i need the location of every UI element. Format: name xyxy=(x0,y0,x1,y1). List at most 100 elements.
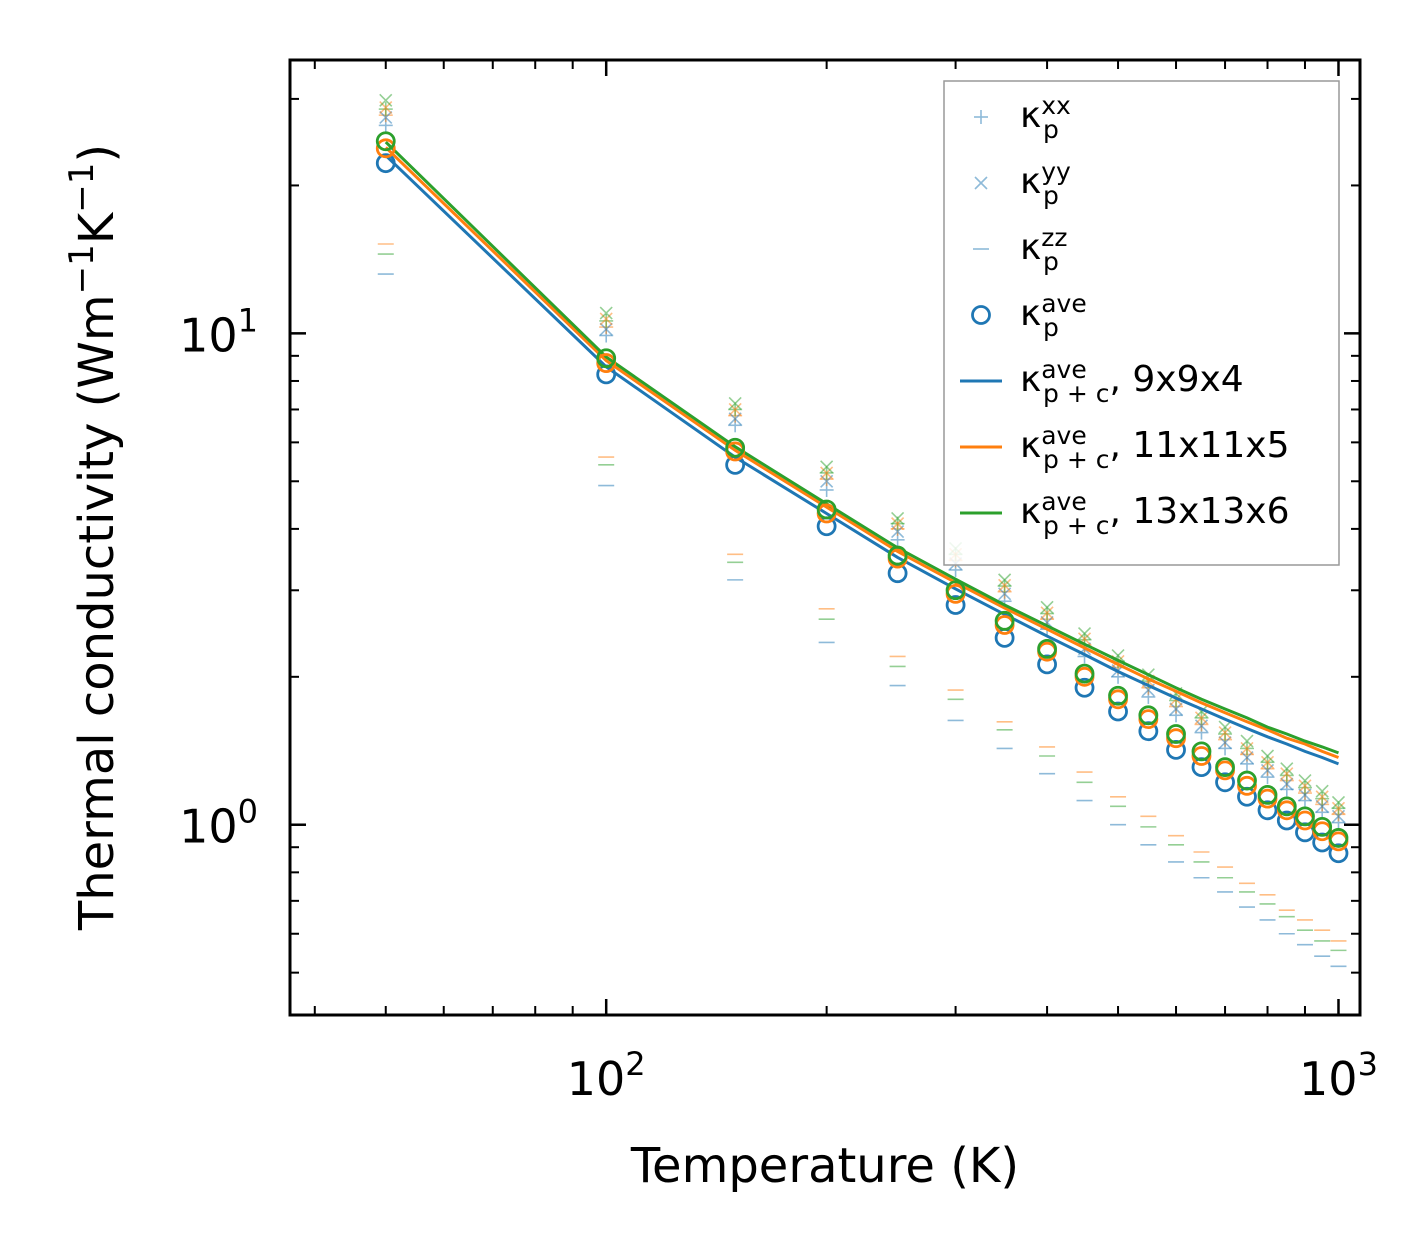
legend: κxx p κyy p κzz p κave p κave p + c, 9x9x4 κa… xyxy=(943,80,1340,566)
data-point xyxy=(1240,734,1254,748)
y-axis-label-sup: −1 xyxy=(62,244,102,294)
legend-sup: zz xyxy=(1041,223,1067,252)
data-point-b xyxy=(891,511,905,526)
data-point xyxy=(1315,784,1329,798)
data-point-b xyxy=(1040,600,1054,614)
data-point xyxy=(1331,801,1346,815)
data-point xyxy=(1138,705,1159,726)
x-tick-exp: 2 xyxy=(625,1045,645,1083)
series-kpc_ave_11x11x5 xyxy=(384,146,1340,759)
data-point xyxy=(725,437,746,458)
y-tick-exp: 1 xyxy=(238,301,258,339)
data-point xyxy=(1194,711,1209,725)
data-point xyxy=(1037,638,1057,659)
data-point xyxy=(891,517,905,531)
series-kpc_ave_9x9x4 xyxy=(384,154,1340,766)
x-tick-labels: 102 103 xyxy=(567,1045,1378,1106)
data-point-b xyxy=(1280,767,1294,781)
legend-sup: ave xyxy=(1041,355,1087,384)
legend-markers xyxy=(960,110,1002,515)
data-point xyxy=(596,348,617,369)
data-point-b xyxy=(1218,726,1232,740)
data-point-b xyxy=(728,412,742,426)
x-tick-base: 10 xyxy=(1299,1052,1358,1106)
data-point-b xyxy=(1298,773,1312,788)
data-point-b xyxy=(1218,735,1232,750)
data-point-b xyxy=(1240,734,1254,748)
y-axis-label-main: Thermal conductivity (Wm xyxy=(69,294,125,931)
data-point xyxy=(1218,720,1232,734)
data-point-b xyxy=(1077,626,1092,641)
data-point-b xyxy=(1331,801,1346,815)
data-point xyxy=(728,402,742,417)
data-point-b xyxy=(1194,704,1209,719)
data-point xyxy=(816,499,837,520)
data-point xyxy=(375,153,396,174)
legend-marker xyxy=(974,176,988,190)
legend-label-kpc-9x9x4: κave p + c, 9x9x4 xyxy=(1020,355,1244,408)
y-axis-label-close: ) xyxy=(69,144,125,163)
data-point-b xyxy=(891,517,905,531)
legend-box xyxy=(943,80,1340,566)
data-point xyxy=(1315,790,1329,804)
data-point xyxy=(1315,799,1329,813)
y-tick-label: 101 xyxy=(179,301,258,362)
series-line xyxy=(384,146,1340,759)
data-point xyxy=(1315,791,1330,806)
data-point xyxy=(599,306,613,320)
y-tick-base: 10 xyxy=(179,308,238,362)
data-point-b xyxy=(998,573,1012,587)
data-point xyxy=(1298,779,1312,793)
data-point xyxy=(1298,773,1312,788)
legend-sup: xx xyxy=(1041,91,1071,120)
series-kp_ave_13x13x6 xyxy=(375,131,1349,848)
data-point xyxy=(728,396,742,411)
data-point xyxy=(887,545,908,566)
data-point-b xyxy=(1218,720,1232,734)
data-point-b xyxy=(728,396,742,411)
data-point xyxy=(1295,806,1315,827)
data-point xyxy=(599,313,614,328)
data-point xyxy=(1218,726,1232,740)
data-point-b xyxy=(599,312,613,326)
y-tick-exp: 0 xyxy=(238,793,258,831)
data-point xyxy=(1276,796,1297,817)
data-point xyxy=(1257,800,1278,821)
x-tick-base: 10 xyxy=(567,1052,626,1106)
data-point xyxy=(1260,749,1275,763)
data-point xyxy=(1280,767,1294,781)
data-point-b xyxy=(1280,762,1294,776)
data-point-b xyxy=(1194,711,1209,725)
data-point xyxy=(1077,626,1092,641)
data-point xyxy=(945,595,966,615)
data-point-b xyxy=(1260,755,1275,769)
data-point xyxy=(1260,755,1275,769)
data-point xyxy=(379,93,393,107)
data-point xyxy=(1074,677,1095,698)
data-point-b xyxy=(1240,750,1254,765)
data-point-b xyxy=(379,93,393,107)
legend-label-kpc-11x11x5: κave p + c, 11x11x5 xyxy=(1020,421,1290,474)
x-tick-label: 102 xyxy=(567,1045,646,1106)
plot-frame xyxy=(288,58,1362,1017)
y-tick-labels: 10 0 101 xyxy=(179,301,258,853)
data-point-b xyxy=(1040,606,1054,620)
data-point xyxy=(1215,772,1235,793)
legend-sup: yy xyxy=(1041,157,1071,186)
data-point-b xyxy=(599,322,613,336)
data-point-b xyxy=(599,306,613,320)
legend-sup: ave xyxy=(1041,487,1087,516)
legend-label-kpc-13x13x6: κave p + c, 13x13x6 xyxy=(1020,487,1290,540)
legend-label-kp-xx: κxx p xyxy=(1020,91,1071,144)
data-point-b xyxy=(820,466,834,480)
legend-sup: ave xyxy=(1041,289,1087,318)
series-line xyxy=(384,154,1340,766)
legend-sub: p xyxy=(1043,313,1059,342)
data-point xyxy=(1037,654,1057,675)
series-kp_zz_13x13x6 xyxy=(377,253,1347,952)
data-point-b xyxy=(1260,749,1275,763)
data-point xyxy=(998,573,1012,587)
data-point xyxy=(1040,600,1054,614)
legend-suffix: , 13x13x6 xyxy=(1109,491,1289,532)
data-point-b xyxy=(1331,795,1346,810)
